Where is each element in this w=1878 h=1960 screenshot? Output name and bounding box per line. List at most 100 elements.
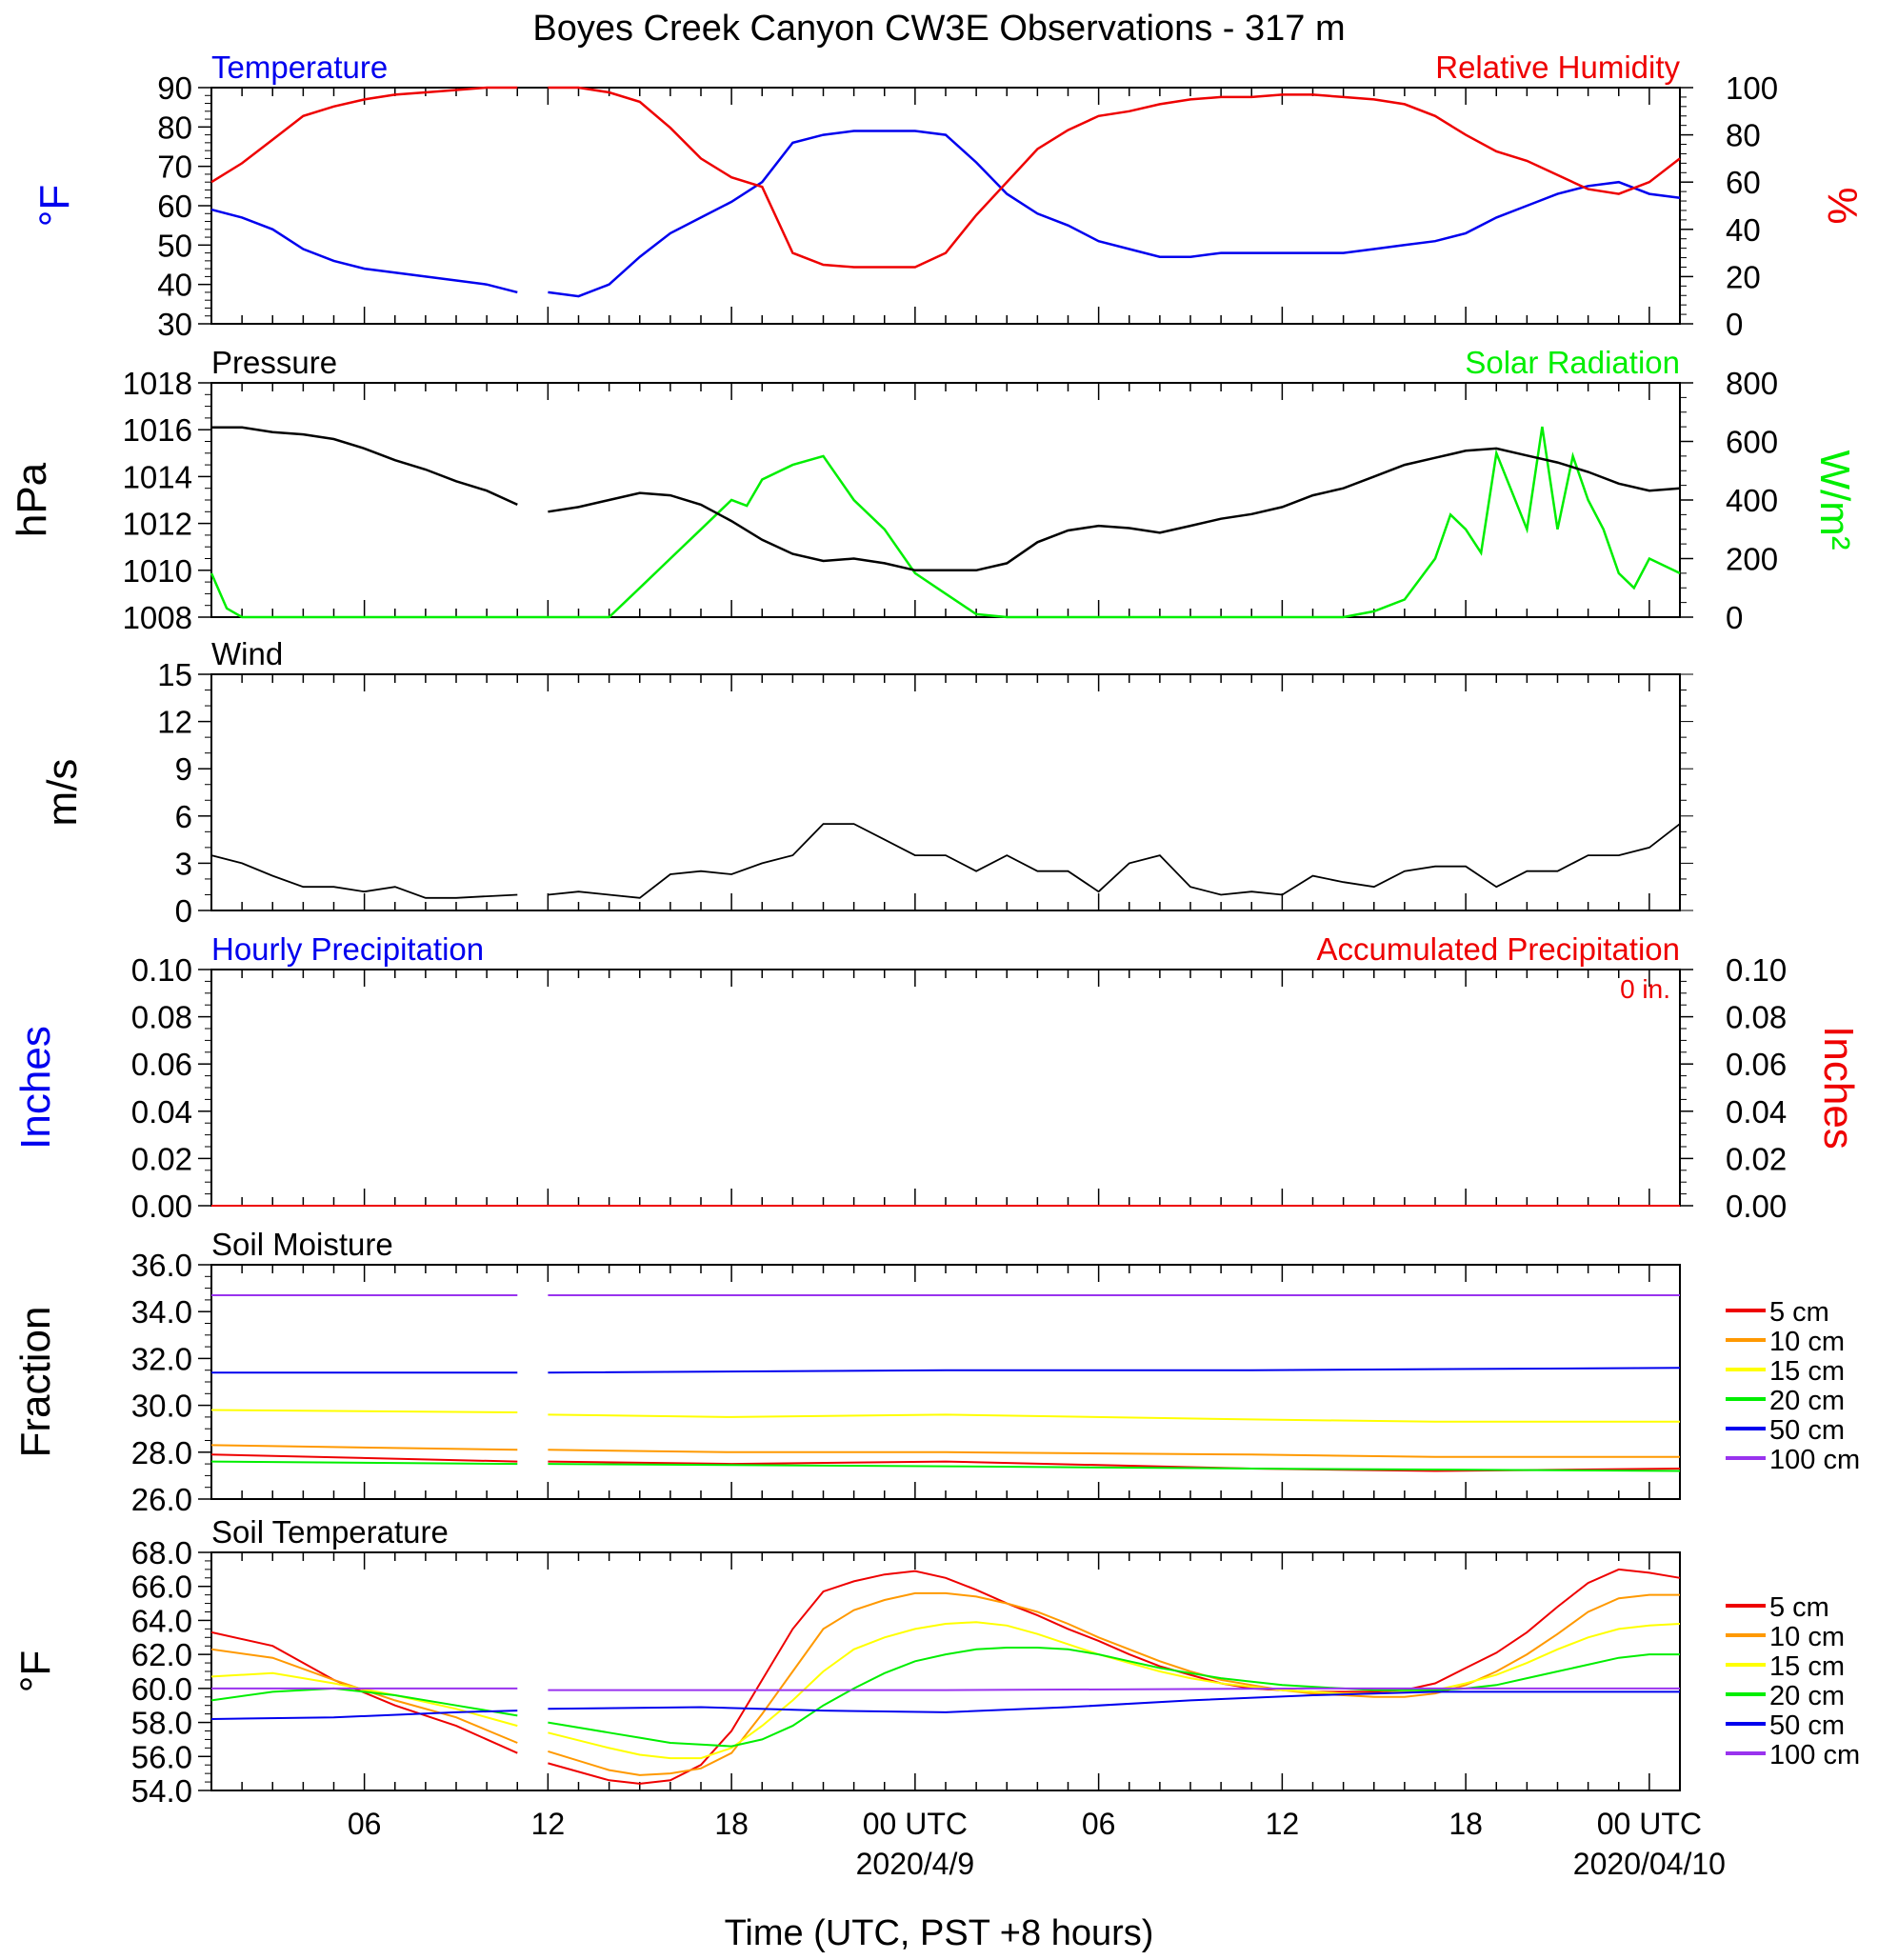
soil-moisture-legend-label: 15 cm [1769,1356,1845,1387]
rh-ylabel: % [1819,187,1866,224]
soil_temp-ytick-label: 56.0 [131,1739,192,1774]
soil-temperature-line-0 [210,1568,1681,1785]
pressure_solar-ytick-label: 1014 [123,459,192,494]
temp_rh-ytick-label-right: 80 [1726,118,1761,153]
wind-ytick-label: 15 [157,657,192,692]
wind-speed-line [210,823,1681,899]
x-tick-date: 2020/4/9 [856,1847,975,1881]
soil_moist-ytick-label: 34.0 [131,1294,192,1330]
temp_rh-ytick-label: 60 [157,189,192,224]
x-tick-date: 2020/04/10 [1573,1847,1726,1881]
soil-moisture-line-2 [210,1409,1680,1423]
wind-title: Wind [211,636,283,671]
soil-temperature-line-3 [210,1647,1680,1748]
soil-temperature-line-5 [211,1687,1680,1691]
soil_moist-ytick-label: 30.0 [131,1389,192,1424]
precip-ytick-label-right: 0.06 [1726,1047,1787,1082]
precip-ytick-label: 0.02 [131,1141,192,1176]
soil-temperature-title: Soil Temperature [211,1514,449,1550]
precip-ytick-label: 0.04 [131,1094,192,1130]
soil-temperature-legend-label: 10 cm [1769,1622,1845,1652]
precip-ytick-label-right: 0.02 [1726,1141,1787,1176]
soil-moisture-title: Soil Moisture [211,1227,393,1262]
temp_rh-ytick-label: 90 [157,70,192,106]
soil_temp-ytick-label: 60.0 [131,1671,192,1707]
precip-ytick-label-right: 0.00 [1726,1189,1787,1224]
precip-ytick-label: 0.00 [131,1189,192,1224]
soil-temperature-ylabel: °F [12,1650,59,1692]
temp_rh-ytick-label-right: 20 [1726,259,1761,294]
soil_temp-ytick-label: 54.0 [131,1773,192,1809]
precip-ytick-label-right: 0.10 [1726,952,1787,988]
soil_temp-ytick-label: 64.0 [131,1603,192,1638]
pressure_solar-ytick-label-right: 200 [1726,542,1778,577]
soil_temp-panel: 54.056.058.060.062.064.066.068.0 Soil Tem… [12,1514,1860,1881]
precip-frame [210,969,1681,1207]
soil_moist-ytick-label: 28.0 [131,1435,192,1470]
x-tick-label: 12 [531,1807,566,1841]
temperature-ylabel: °F [31,185,78,227]
soil_temp-ytick-label: 68.0 [131,1535,192,1570]
precip-ytick-label: 0.06 [131,1047,192,1082]
soil_moist-ytick-label: 32.0 [131,1341,192,1376]
precip-ylabel-right: Inches [1815,1026,1862,1150]
soil_moist-ytick-label: 26.0 [131,1482,192,1517]
soil-moisture-legend-label: 10 cm [1769,1327,1845,1357]
x-tick-label: 00 UTC [1597,1807,1702,1841]
wind-ytick-label: 12 [157,705,192,740]
wind-ytick-label: 9 [175,751,192,787]
soil-moisture-legend-label: 20 cm [1769,1386,1845,1416]
x-tick-label: 18 [1448,1807,1483,1841]
soil-temperature-legend-label: 20 cm [1769,1681,1845,1711]
pressure_solar-frame [210,382,1681,618]
temp_rh-ytick-label: 80 [157,110,192,145]
temp_rh-ytick-label: 40 [157,268,192,303]
temp_rh-ytick-label: 30 [157,307,192,342]
hourly-precip-title: Hourly Precipitation [211,931,484,967]
soil_temp-ytick-label: 58.0 [131,1706,192,1741]
temp_rh-ytick-label-right: 100 [1726,70,1778,106]
soil_temp-ytick-label: 62.0 [131,1637,192,1672]
wind-panel: 0 3 6 9 12 15 Wind m/s [39,636,1693,929]
pressure_solar-ytick-label: 1008 [123,600,192,635]
x-axis-label: Time (UTC, PST +8 hours) [725,1913,1154,1953]
soil_moist-panel: 26.0 28.0 30.0 32.0 34.0 36.0 Soil Moisture Fra… [12,1227,1860,1517]
soil-moisture-legend-label: 50 cm [1769,1415,1845,1446]
pressure_solar-ytick-label-right: 800 [1726,366,1778,401]
temp_rh-ytick-label-right: 40 [1726,212,1761,248]
temp_rh-panel: 30 40 50 60 70 80 90 0 20 40 60 80 100 Temperature Rel… [31,50,1866,342]
precip-ylabel-left: Inches [12,1026,59,1150]
soil-moisture-line-1 [210,1444,1680,1458]
soil-temperature-legend-label: 15 cm [1769,1651,1845,1682]
wind-ylabel: m/s [39,759,86,827]
precip-panel: 0.00 0.02 0.04 0.06 0.08 0.10 0.00 0.02 0.04 0.06… [12,931,1862,1224]
soil-moisture-ylabel: Fraction [12,1307,59,1458]
solar-ylabel: W/m² [1811,450,1858,550]
x-tick-label: 06 [1082,1807,1116,1841]
pressure_solar-ytick-label-right: 400 [1726,483,1778,518]
wind-ytick-label: 6 [175,799,192,834]
soil-temperature-line-4 [210,1690,1680,1720]
pressure_solar-ytick-label-right: 600 [1726,425,1778,460]
soil-moisture-legend-label: 5 cm [1769,1297,1829,1328]
wind-ytick-label: 0 [175,893,192,929]
precip-ytick-label-right: 0.08 [1726,1000,1787,1035]
wind-ytick-label: 3 [175,846,192,881]
pressure_solar-ytick-label: 1010 [123,553,192,589]
x-tick-label: 06 [348,1807,382,1841]
accum-precip-title: Accumulated Precipitation [1316,931,1680,967]
soil-temperature-legend-label: 5 cm [1769,1592,1829,1623]
precip-ytick-label: 0.08 [131,1000,192,1035]
temp_rh-frame [210,87,1681,325]
pressure_solar-ytick-label: 1012 [123,507,192,542]
soil_moist-ytick-label: 36.0 [131,1248,192,1283]
temp_rh-ytick-label-right: 60 [1726,165,1761,200]
pressure_solar-ytick-label-right: 0 [1726,600,1743,635]
solar-radiation-line [210,426,1681,619]
relative-humidity-line [210,86,1681,269]
pressure-ylabel: hPa [9,462,55,537]
temp_rh-ytick-label: 50 [157,228,192,263]
